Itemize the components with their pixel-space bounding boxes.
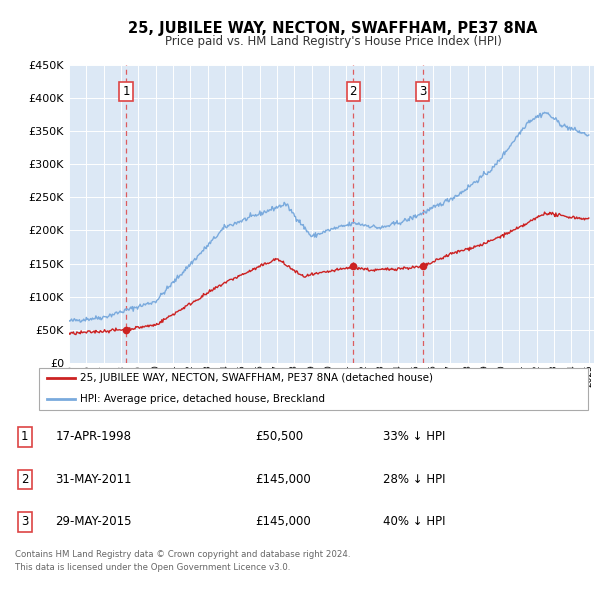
Text: 25, JUBILEE WAY, NECTON, SWAFFHAM, PE37 8NA (detached house): 25, JUBILEE WAY, NECTON, SWAFFHAM, PE37 …	[80, 373, 433, 383]
Text: 29-MAY-2015: 29-MAY-2015	[55, 515, 132, 529]
Text: HPI: Average price, detached house, Breckland: HPI: Average price, detached house, Brec…	[80, 395, 325, 404]
FancyBboxPatch shape	[39, 368, 588, 410]
Text: Contains HM Land Registry data © Crown copyright and database right 2024.: Contains HM Land Registry data © Crown c…	[15, 550, 350, 559]
Text: 17-APR-1998: 17-APR-1998	[55, 430, 131, 444]
Text: Price paid vs. HM Land Registry's House Price Index (HPI): Price paid vs. HM Land Registry's House …	[164, 35, 502, 48]
Text: 28% ↓ HPI: 28% ↓ HPI	[383, 473, 445, 486]
Text: 33% ↓ HPI: 33% ↓ HPI	[383, 430, 445, 444]
Text: £50,500: £50,500	[255, 430, 304, 444]
Text: 2: 2	[350, 85, 357, 98]
Text: 2: 2	[21, 473, 28, 486]
Text: This data is licensed under the Open Government Licence v3.0.: This data is licensed under the Open Gov…	[15, 563, 290, 572]
Text: 3: 3	[419, 85, 427, 98]
Text: 40% ↓ HPI: 40% ↓ HPI	[383, 515, 445, 529]
Text: 1: 1	[122, 85, 130, 98]
Text: £145,000: £145,000	[255, 515, 311, 529]
Text: 3: 3	[21, 515, 28, 529]
Text: 1: 1	[21, 430, 28, 444]
Text: 25, JUBILEE WAY, NECTON, SWAFFHAM, PE37 8NA: 25, JUBILEE WAY, NECTON, SWAFFHAM, PE37 …	[128, 21, 538, 35]
Text: £145,000: £145,000	[255, 473, 311, 486]
Text: 31-MAY-2011: 31-MAY-2011	[55, 473, 132, 486]
